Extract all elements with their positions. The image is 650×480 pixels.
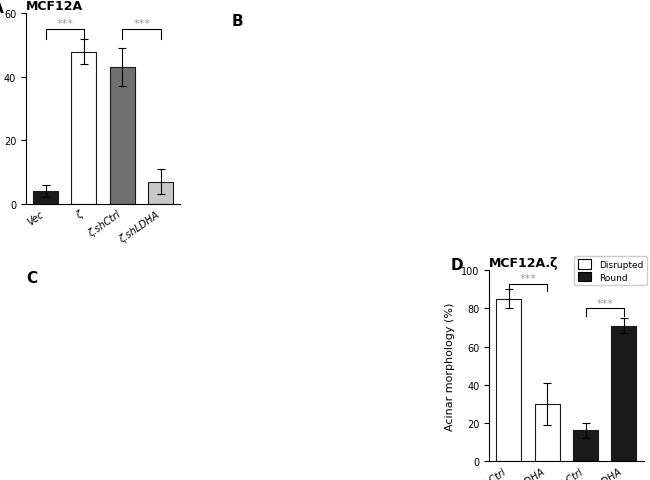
Y-axis label: Acinar morphology (%): Acinar morphology (%) xyxy=(445,302,456,430)
Text: A: A xyxy=(0,1,4,16)
Text: ***: *** xyxy=(133,19,150,29)
Text: D: D xyxy=(450,258,463,273)
Bar xyxy=(148,182,174,204)
Text: MCF12A.ζ: MCF12A.ζ xyxy=(489,257,558,270)
Text: ***: *** xyxy=(519,273,536,283)
Bar xyxy=(612,326,636,461)
Bar xyxy=(33,192,58,204)
Bar xyxy=(110,68,135,204)
Text: MCF12A: MCF12A xyxy=(26,0,83,13)
Legend: Disrupted, Round: Disrupted, Round xyxy=(575,256,647,286)
Bar xyxy=(534,404,560,461)
Bar xyxy=(72,52,96,204)
Text: ***: *** xyxy=(57,19,73,29)
Text: C: C xyxy=(26,271,37,286)
Text: B: B xyxy=(232,14,244,29)
Bar xyxy=(496,300,521,461)
Text: ***: *** xyxy=(596,298,613,308)
Bar xyxy=(573,431,598,461)
